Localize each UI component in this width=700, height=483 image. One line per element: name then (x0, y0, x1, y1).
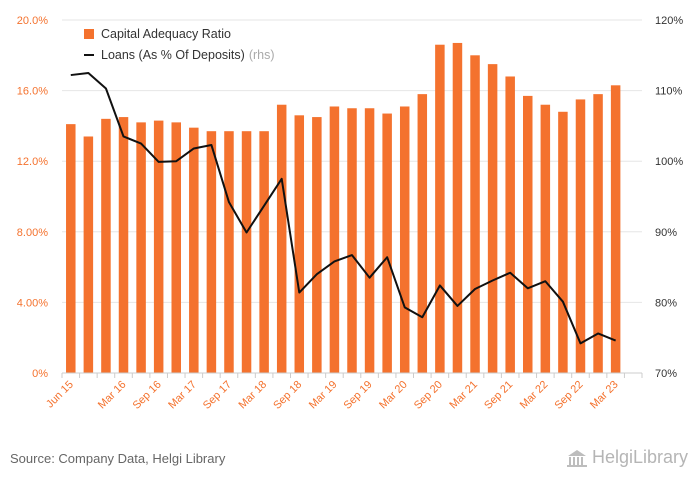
legend: Capital Adequacy Ratio Loans (As % Of De… (84, 27, 275, 62)
x-tick-label: Sep 16 (131, 379, 164, 412)
bar (540, 104, 551, 373)
bar (206, 131, 217, 373)
x-tick-label: Sep 19 (342, 379, 375, 412)
bar-series (66, 42, 621, 374)
bar (66, 124, 76, 373)
y-right-tick-label: 100% (655, 156, 683, 168)
bar (189, 127, 199, 373)
bar (153, 120, 164, 373)
x-tick-label: Sep 17 (201, 379, 234, 412)
line-series (70, 71, 617, 345)
bar (399, 106, 410, 374)
bar (312, 117, 322, 373)
x-tick-label: Mar 23 (588, 379, 621, 412)
x-tick-label: Mar 22 (518, 379, 551, 412)
bar (224, 131, 234, 373)
x-tick-label: Sep 18 (271, 379, 304, 412)
y-right-tick-label: 120% (655, 15, 683, 27)
bar (276, 104, 287, 373)
bar (593, 94, 603, 373)
footer: Source: Company Data, Helgi Library Helg… (0, 443, 700, 483)
bar (505, 76, 515, 373)
x-tick-label: Mar 17 (166, 379, 199, 412)
legend-line-label-suffix: (rhs) (249, 48, 275, 62)
x-tick-label: Mar 20 (377, 379, 410, 412)
bar (259, 131, 269, 373)
y-left-tick-label: 16.0% (17, 86, 48, 98)
bar (382, 113, 392, 374)
bar (610, 85, 621, 374)
loans-line (70, 71, 617, 345)
bar (470, 55, 480, 374)
y-left-tick-label: 0% (32, 368, 48, 380)
bar (435, 44, 445, 374)
bar (136, 122, 146, 374)
y-left-tick-label: 12.0% (17, 156, 48, 168)
brand-logo: HelgiLibrary (566, 447, 688, 468)
legend-line-label: Loans (As % Of Deposits) (rhs) (101, 48, 275, 62)
chart: 0% 4.00% 8.00% 12.0% 16.0% 20.0% 70% 80% 90% 100%… (17, 15, 684, 412)
x-tick-label: Sep 20 (412, 379, 445, 412)
y-right-tick-label: 70% (655, 368, 677, 380)
bar (171, 122, 181, 374)
y-left-tick-label: 4.00% (17, 297, 48, 309)
brand-name: HelgiLibrary (591, 447, 688, 467)
x-tick-label: Mar 18 (237, 379, 270, 412)
source-note: Source: Company Data, Helgi Library (10, 451, 226, 466)
library-building-icon (566, 449, 587, 467)
x-tick-label: Mar 16 (96, 379, 129, 412)
x-tick-label: Sep 22 (552, 379, 585, 412)
y-left-tick-label: 8.00% (17, 227, 48, 239)
bar (347, 108, 357, 373)
x-tick-label: Jun 15 (44, 379, 76, 411)
legend-line-label-main: Loans (As % Of Deposits) (101, 48, 245, 62)
bar (329, 106, 340, 374)
y-right-tick-label: 90% (655, 227, 677, 239)
bar (523, 95, 533, 374)
legend-bar-label: Capital Adequacy Ratio (101, 27, 231, 41)
y-right-tick-label: 110% (655, 86, 683, 98)
bar (241, 131, 252, 373)
bar (487, 64, 498, 373)
bar (364, 108, 375, 373)
bar (452, 42, 463, 373)
bar (101, 118, 111, 373)
bar (558, 111, 568, 373)
y-left-tick-label: 20.0% (17, 15, 48, 27)
x-tick-label: Mar 19 (307, 379, 340, 412)
bar (294, 115, 305, 373)
y-right-tick-label: 80% (655, 297, 677, 309)
x-tick-label: Mar 21 (447, 379, 480, 412)
bar (83, 136, 94, 373)
legend-bar-swatch (84, 29, 94, 39)
bar (575, 99, 586, 374)
bar (417, 94, 428, 373)
x-tick-label: Sep 21 (482, 379, 515, 412)
bar (118, 117, 129, 373)
